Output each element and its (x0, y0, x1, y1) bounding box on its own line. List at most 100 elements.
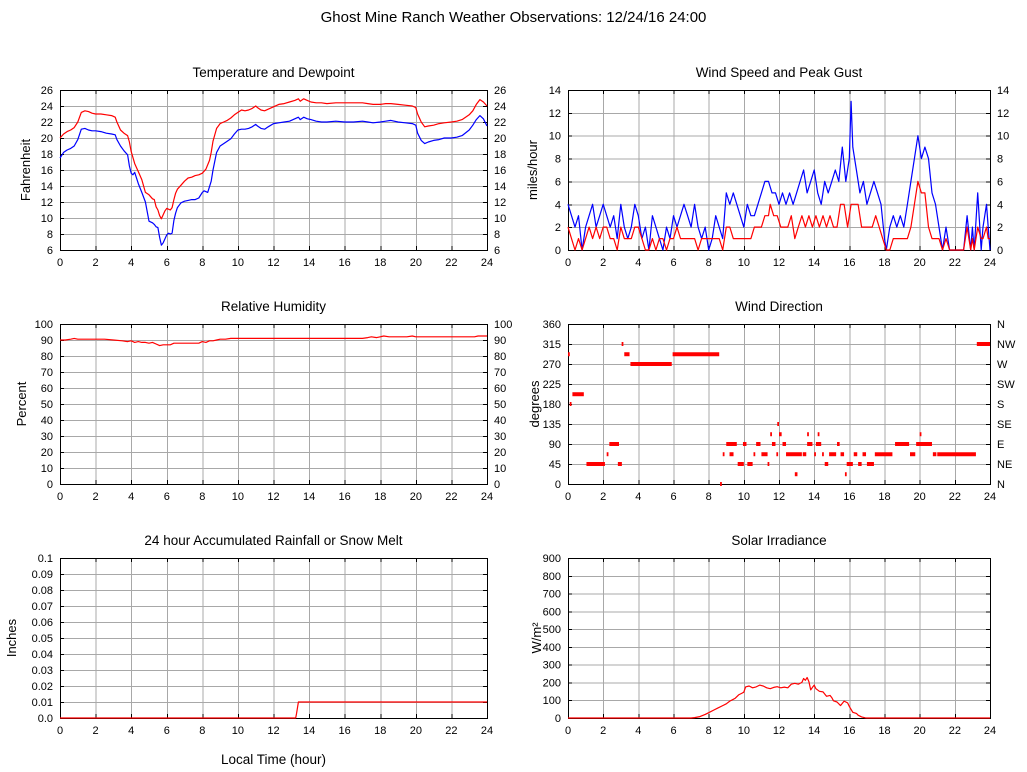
y-tick-label: 4 (555, 199, 561, 211)
series-dewpoint (59, 114, 488, 246)
y-tick-label: 40 (41, 415, 53, 427)
x-tick-label: 24 (481, 257, 493, 269)
y-axis-label: Inches (4, 618, 19, 657)
x-tick-label: 12 (773, 725, 785, 737)
chart-solar-irradiance: 0 100 200 300 400 500 600 700 800 900 0 2 4 6 8 10 12 14 1… (515, 523, 1027, 772)
x-tick-label: 22 (445, 725, 457, 737)
y-tick-label: 180 (543, 399, 561, 411)
y-tick-label: 2 (555, 222, 561, 234)
y-tick-label: 700 (543, 589, 561, 601)
chart-title: Solar Irradiance (731, 533, 826, 548)
y-axis-label: Fahrenheit (18, 139, 33, 202)
x-tick-label: 20 (410, 491, 422, 503)
y-tick-label-right: 14 (494, 181, 506, 193)
axis-ticks (60, 90, 488, 251)
series-wind-speed (567, 180, 990, 251)
y-tick-label: 0.02 (32, 681, 53, 693)
y-tick-label: 20 (41, 133, 53, 145)
compass-label: SE (997, 419, 1012, 431)
grid-lines (60, 558, 487, 718)
series-wind-direction (568, 342, 990, 486)
y-tick-label: 800 (543, 571, 561, 583)
x-tick-label: 18 (374, 491, 386, 503)
chart-title: Wind Speed and Peak Gust (696, 65, 863, 80)
y-tick-label: 12 (549, 108, 561, 120)
y-tick-label: 60 (41, 383, 53, 395)
x-tick-label: 2 (93, 725, 99, 737)
x-tick-label: 14 (303, 257, 315, 269)
x-tick-label: 10 (738, 725, 750, 737)
y-tick-label: 500 (543, 624, 561, 636)
y-tick-label-right: 6 (997, 176, 1003, 188)
y-tick-label: 70 (41, 367, 53, 379)
x-tick-label: 16 (843, 725, 855, 737)
compass-label: S (997, 399, 1004, 411)
y-axis-label: W/m² (529, 622, 544, 654)
x-tick-label: 16 (843, 257, 855, 269)
y-tick-label: 10 (41, 213, 53, 225)
x-tick-label: 14 (303, 725, 315, 737)
y-tick-label: 225 (543, 379, 561, 391)
x-tick-label: 4 (635, 725, 641, 737)
compass-label: SW (997, 379, 1015, 391)
x-tick-label: 2 (600, 725, 606, 737)
y-tick-label: 90 (549, 439, 561, 451)
y-tick-label-right: 26 (494, 85, 506, 97)
series-solar-irradiance (568, 676, 990, 719)
x-tick-label: 24 (984, 725, 996, 737)
y-tick-label: 45 (549, 459, 561, 471)
compass-label: NE (997, 459, 1012, 471)
page-title: Ghost Mine Ranch Weather Observations: 1… (320, 9, 707, 26)
y-tick-label-right: 50 (494, 399, 506, 411)
series-rainfall (60, 701, 487, 719)
axis-ticks (568, 324, 991, 485)
chart-wind-direction: 0 45 90 135 180 225 270 315 360 N NE E SE S SW W NW N 0 2 4 6… (515, 289, 1027, 523)
y-tick-label: 0.09 (32, 569, 53, 581)
y-tick-label: 100 (543, 695, 561, 707)
x-tick-label: 0 (57, 491, 63, 503)
y-tick-label-right: 30 (494, 431, 506, 443)
x-tick-label: 16 (339, 725, 351, 737)
y-tick-label-right: 20 (494, 133, 506, 145)
x-tick-label: 22 (445, 491, 457, 503)
y-tick-label: 0.04 (32, 649, 53, 661)
x-tick-label: 24 (984, 257, 996, 269)
y-tick-label-right: 4 (997, 199, 1003, 211)
x-tick-label: 14 (303, 491, 315, 503)
y-tick-label-right: 10 (997, 131, 1009, 143)
x-tick-label: 20 (410, 257, 422, 269)
x-tick-label: 18 (878, 491, 890, 503)
y-tick-label: 0.08 (32, 585, 53, 597)
y-tick-label-right: 0 (494, 479, 500, 491)
compass-label: W (997, 359, 1008, 371)
y-tick-label: 0.05 (32, 633, 53, 645)
y-tick-label: 14 (549, 85, 561, 97)
x-tick-label: 20 (914, 491, 926, 503)
x-tick-label: 20 (914, 725, 926, 737)
y-tick-label: 300 (543, 660, 561, 672)
y-tick-label: 12 (41, 197, 53, 209)
y-tick-label: 900 (543, 553, 561, 565)
x-tick-label: 20 (914, 257, 926, 269)
y-tick-label: 6 (555, 176, 561, 188)
x-tick-label: 4 (635, 491, 641, 503)
x-tick-label: 22 (949, 491, 961, 503)
y-tick-label: 50 (41, 399, 53, 411)
x-axis-label: Local Time (hour) (221, 752, 326, 767)
x-tick-label: 12 (267, 725, 279, 737)
x-tick-label: 8 (199, 257, 205, 269)
y-axis-label: Percent (14, 381, 29, 426)
x-tick-label: 6 (164, 257, 170, 269)
y-tick-label: 6 (47, 245, 53, 257)
x-tick-label: 10 (738, 491, 750, 503)
y-tick-label: 8 (47, 229, 53, 241)
y-tick-label-right: 10 (494, 463, 506, 475)
y-tick-label-right: 100 (494, 319, 512, 331)
x-tick-label: 10 (232, 257, 244, 269)
x-tick-label: 2 (600, 491, 606, 503)
y-tick-label-right: 40 (494, 415, 506, 427)
x-tick-label: 22 (949, 257, 961, 269)
